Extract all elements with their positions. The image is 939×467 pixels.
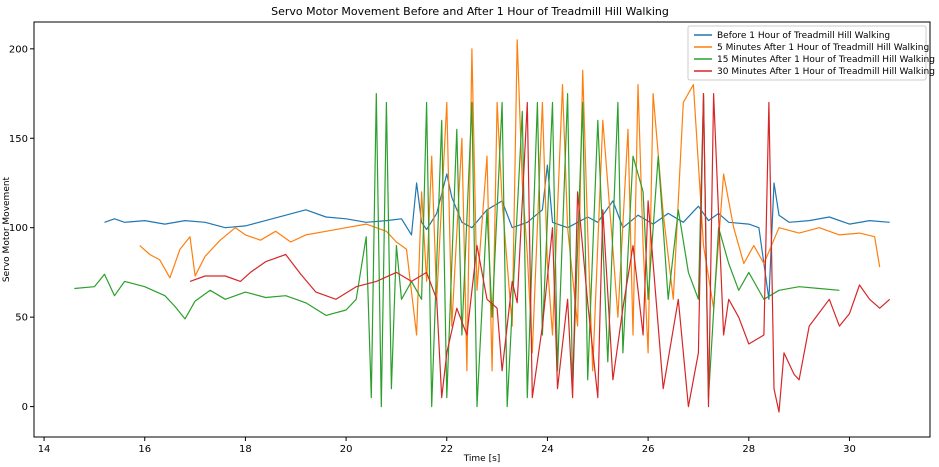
x-tick-label: 26: [642, 444, 655, 455]
series-line-1: [104, 164, 890, 300]
x-tick-label: 20: [340, 444, 353, 455]
y-tick-label: 150: [9, 134, 28, 145]
x-tick-label: 18: [239, 444, 252, 455]
x-tick-label: 28: [742, 444, 755, 455]
x-axis-label: Time [s]: [463, 454, 501, 464]
y-axis-label: Servo Motor Movement: [2, 176, 12, 282]
x-axis: 14 16 18 20 22 24 26 28 30: [38, 437, 856, 455]
plot-area: [74, 39, 891, 413]
x-tick-label: 30: [843, 444, 856, 455]
x-tick-label: 14: [38, 444, 51, 455]
series-line-4: [189, 93, 891, 413]
legend-label: 15 Minutes After 1 Hour of Treadmill Hil…: [717, 55, 935, 65]
x-tick-label: 16: [138, 444, 151, 455]
legend-box: [687, 25, 927, 81]
y-tick-label: 200: [9, 44, 28, 55]
x-tick-label: 24: [541, 444, 554, 455]
legend: Before 1 Hour of Treadmill Hill Walking 5…: [687, 25, 935, 81]
y-tick-label: 0: [22, 402, 28, 413]
series-line-3: [74, 93, 840, 408]
legend-label: 30 Minutes After 1 Hour of Treadmill Hil…: [717, 67, 935, 77]
series-line-2: [139, 39, 881, 372]
y-tick-label: 50: [15, 313, 28, 324]
chart-title: Servo Motor Movement Before and After 1 …: [271, 5, 669, 18]
legend-label: 5 Minutes After 1 Hour of Treadmill Hill…: [717, 43, 929, 53]
y-axis: 0 50 100 150 200: [9, 44, 34, 413]
plot-frame: [33, 21, 931, 438]
legend-label: Before 1 Hour of Treadmill Hill Walking: [717, 31, 890, 41]
x-tick-label: 22: [440, 444, 453, 455]
y-tick-label: 100: [9, 223, 28, 234]
